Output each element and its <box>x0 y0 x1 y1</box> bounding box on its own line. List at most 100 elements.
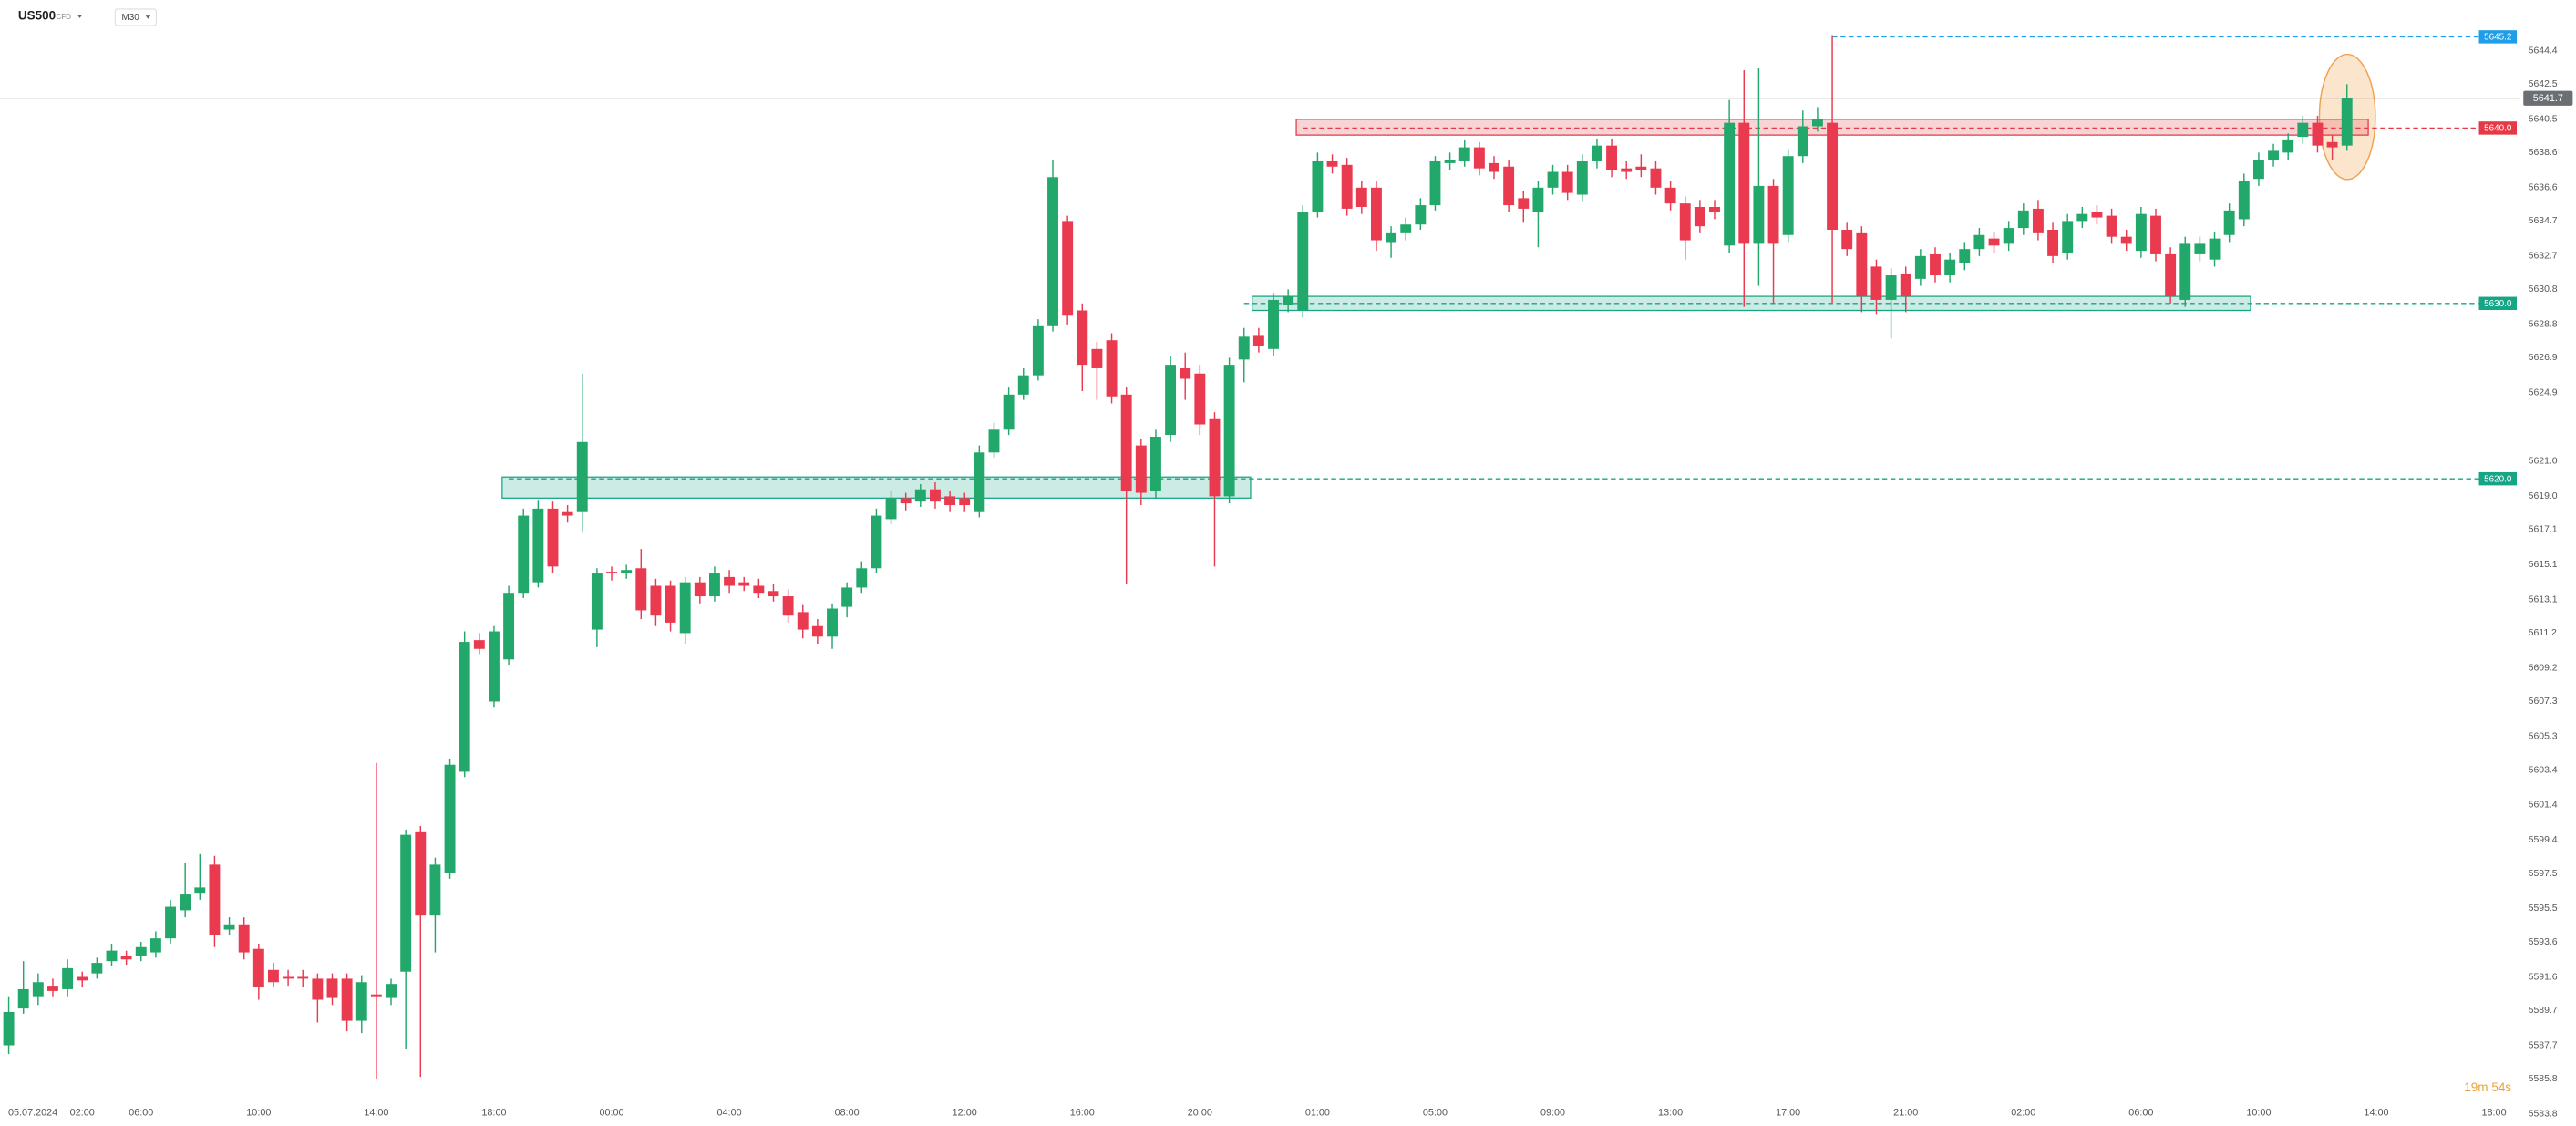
candle-body <box>32 982 44 997</box>
level-label-box <box>2478 471 2518 486</box>
candle-body <box>856 568 868 588</box>
x-tick-label: 02:00 <box>70 1107 95 1118</box>
candle-body <box>724 576 736 586</box>
symbol-caret[interactable] <box>77 15 83 18</box>
candle-body <box>1106 340 1118 397</box>
candle-body <box>1032 325 1044 376</box>
candle-body <box>1135 445 1147 493</box>
candle-body <box>268 969 279 983</box>
candle-body <box>91 963 103 974</box>
candle-body <box>120 956 132 960</box>
timeframe[interactable]: M30 <box>122 13 140 23</box>
y-tick-label: 5591.6 <box>2529 972 2558 982</box>
candle-body <box>2017 210 2029 229</box>
candle-body <box>2165 253 2177 297</box>
x-tick-label: 09:00 <box>1540 1107 1565 1118</box>
candle-body <box>1518 198 1530 209</box>
candle-body <box>2223 210 2235 235</box>
level-label: 5645.2 <box>2484 33 2512 43</box>
candle-body <box>635 568 647 611</box>
candle-body <box>1547 171 1559 188</box>
candle-body <box>1283 296 1294 305</box>
candle-body <box>694 582 706 597</box>
candle-body <box>1914 255 1926 279</box>
candle-body <box>297 976 309 979</box>
candle-body <box>679 582 691 634</box>
candle-body <box>489 631 500 702</box>
candle-body <box>2209 238 2221 260</box>
candle-body <box>1297 212 1309 311</box>
candle-body <box>841 587 853 607</box>
candle-body <box>2297 122 2309 138</box>
candle-body <box>1944 259 1956 276</box>
y-tick-label: 5609.2 <box>2529 664 2558 674</box>
candle-body <box>238 924 250 953</box>
candle-body <box>223 924 235 930</box>
candle-body <box>1180 367 1191 379</box>
candle-body <box>532 508 544 583</box>
candle-body <box>929 489 941 502</box>
candle-body <box>738 582 750 586</box>
candle-body <box>503 593 515 660</box>
candle-body <box>708 573 720 597</box>
level-label-box <box>2478 30 2518 44</box>
candle-body <box>400 834 412 972</box>
y-tick-label: 5621.0 <box>2529 457 2558 467</box>
candle-body <box>974 452 985 512</box>
candle-body <box>1149 436 1161 491</box>
candle-body <box>1003 394 1015 430</box>
candle-body <box>562 511 573 516</box>
current-price-box <box>2523 90 2573 106</box>
candle-body <box>1252 335 1264 346</box>
candle-body <box>1870 266 1882 300</box>
candle-body <box>944 496 956 506</box>
candle-body <box>1429 160 1441 206</box>
candle-body <box>1091 348 1103 368</box>
current-price-label: 5641.7 <box>2533 93 2563 104</box>
countdown: 19m 54s <box>2464 1080 2511 1094</box>
candle-body <box>1724 122 1736 246</box>
candle-body <box>914 489 926 502</box>
candle-body <box>165 906 176 939</box>
candle-body <box>209 864 221 935</box>
y-tick-label: 5628.8 <box>2529 320 2558 330</box>
candle-body <box>547 508 559 567</box>
timeframe-caret[interactable] <box>145 15 151 19</box>
instrument-type: CFD <box>56 13 71 21</box>
candle-body <box>1120 394 1132 491</box>
x-tick-label: 10:00 <box>2246 1107 2271 1118</box>
zone <box>501 476 1252 499</box>
candle-body <box>312 978 324 1000</box>
timeframe-box[interactable] <box>114 8 157 26</box>
x-tick-label: 08:00 <box>835 1107 860 1118</box>
candle-body <box>1473 147 1485 169</box>
y-tick-label: 5632.7 <box>2529 252 2558 262</box>
candle-body <box>1782 156 1794 235</box>
symbol[interactable]: US500 <box>18 9 56 23</box>
candle-body <box>1885 275 1897 300</box>
x-tick-label: 14:00 <box>2364 1107 2388 1118</box>
candle-body <box>1753 185 1765 244</box>
candle-body <box>797 612 809 630</box>
candle-body <box>194 887 206 894</box>
x-tick-label: 00:00 <box>599 1107 623 1118</box>
candle-body <box>355 982 367 1021</box>
candle-body <box>2091 212 2103 218</box>
candle-body <box>2312 122 2324 146</box>
candle-body <box>606 572 617 574</box>
candle-body <box>1635 166 1647 170</box>
candle-body <box>1591 145 1602 161</box>
candle-body <box>650 585 662 616</box>
candle-body <box>180 894 191 911</box>
candle-body <box>1355 187 1367 207</box>
candle-body <box>17 988 29 1009</box>
y-tick-label: 5597.5 <box>2529 869 2558 879</box>
candle-body <box>1767 185 1779 244</box>
y-tick-label: 5636.6 <box>2529 183 2558 193</box>
candle-body <box>47 986 58 991</box>
candle-body <box>1827 122 1839 231</box>
level-label: 5620.0 <box>2484 474 2512 484</box>
candle-body <box>1444 160 1456 163</box>
candle-body <box>1209 418 1221 497</box>
